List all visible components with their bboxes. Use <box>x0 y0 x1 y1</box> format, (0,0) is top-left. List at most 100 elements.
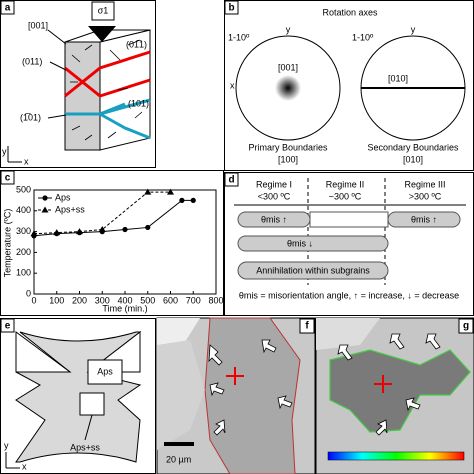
panel-f: 20 µm f <box>156 317 316 474</box>
contour-label: 1-10º <box>352 32 374 42</box>
blue-plane <box>99 112 151 140</box>
panel-label: a <box>5 3 11 14</box>
point <box>144 188 152 195</box>
stress-label: σ1 <box>98 5 109 15</box>
regime-pill <box>387 211 461 228</box>
pointer <box>49 61 67 71</box>
prism-front <box>64 41 101 151</box>
title: Rotation axes <box>322 7 378 17</box>
label-box <box>224 0 239 15</box>
x-tick-label: 300 <box>95 295 110 305</box>
blue-plane <box>99 102 126 116</box>
legend-label: Aps+ss <box>55 204 85 214</box>
color-bar <box>327 451 465 461</box>
regime-text: θmis ↓ <box>287 238 313 248</box>
pointer <box>47 114 67 119</box>
legend-label: Aps <box>55 192 71 202</box>
column-header: Regime II <box>326 179 365 189</box>
axis-label: x <box>24 156 29 166</box>
region-label: Aps+ss <box>70 442 100 452</box>
y-axis-title: Temperature (ºC) <box>2 209 12 278</box>
caption: Primary Boundaries <box>248 142 328 152</box>
plane-label: (01̅1) <box>126 39 147 49</box>
grain <box>157 318 200 350</box>
column-header: Regime III <box>404 179 445 189</box>
plane-label: (011) <box>22 56 42 66</box>
caption: [100] <box>278 154 298 164</box>
panel-b: b Rotation axes 1-10º 1-10º y y x [001] … <box>224 0 474 171</box>
region-box <box>87 359 123 385</box>
x-tick-label: 600 <box>163 295 178 305</box>
boundary-arrows <box>208 339 293 436</box>
y-tick-label: 0 <box>26 288 31 298</box>
label-box <box>0 170 15 185</box>
axis-label: x <box>22 461 27 471</box>
axis-label: y <box>4 440 9 450</box>
point <box>122 226 128 233</box>
x-tick-label: 800 <box>208 295 223 305</box>
x-tick-label: 500 <box>140 295 155 305</box>
panel-label: e <box>5 321 11 332</box>
regime-text: Annihilation within subgrains <box>256 265 370 275</box>
y-tick-label: 400 <box>16 205 31 215</box>
footnote: θmis = misorientation angle, ↑ = increas… <box>239 290 459 300</box>
plane-label: (101) <box>128 98 149 108</box>
x-tick-label: 0 <box>31 295 36 305</box>
y-tick-label: 200 <box>16 247 31 257</box>
label-box <box>458 318 474 334</box>
red-plane <box>64 66 151 98</box>
panel-c: c Time (min.) Temperature (ºC) 0 100 200 30… <box>0 170 224 316</box>
center-label: [001] <box>278 62 298 72</box>
slip-traces <box>70 39 143 141</box>
reference-cross <box>226 367 244 385</box>
column-header: Regime I <box>256 179 292 189</box>
red-plane <box>64 50 151 98</box>
panel-border <box>0 170 224 316</box>
panel-label: f <box>305 321 309 332</box>
label-box <box>0 318 15 333</box>
x-tick-label: 400 <box>117 295 132 305</box>
label-box <box>299 318 315 334</box>
axis-label: y <box>411 24 416 34</box>
regime-text: θmis ↑ <box>261 214 287 224</box>
grain <box>157 340 205 450</box>
point <box>53 229 61 236</box>
sample-shape <box>15 331 142 463</box>
label-box <box>0 0 15 15</box>
point <box>190 197 196 203</box>
x-tick-label: 700 <box>186 295 201 305</box>
legend-marker <box>41 206 49 213</box>
x-axis-title: Time (min.) <box>102 303 147 313</box>
prism-top <box>64 29 151 43</box>
grain <box>316 318 380 350</box>
pointer <box>84 414 93 441</box>
stress-box <box>91 1 115 21</box>
regime-pill <box>237 261 389 280</box>
region-box <box>79 392 105 416</box>
reference-cross <box>374 375 392 393</box>
axis-label: [001] <box>28 20 48 30</box>
panel-a: a σ1 [001] (011) (01̅1) (1̅01) (101) y x <box>0 0 156 168</box>
grain <box>204 317 301 474</box>
y-tick-label: 500 <box>16 184 31 194</box>
density <box>275 75 301 101</box>
column-header: <300 ºC <box>258 191 291 201</box>
column-header: >300 ºC <box>409 191 442 201</box>
x-tick-label: 200 <box>72 295 87 305</box>
axis-label: y <box>286 24 291 34</box>
y-tick-label: 100 <box>16 268 31 278</box>
point <box>76 228 83 235</box>
point <box>167 188 174 195</box>
label-box <box>224 172 239 187</box>
point <box>179 197 185 203</box>
x-tick-label: 100 <box>49 295 64 305</box>
panel-g: g <box>315 317 474 474</box>
boundary-arrows <box>337 333 441 436</box>
point <box>30 230 38 237</box>
regime-pill <box>237 235 389 252</box>
region-label: Aps <box>97 366 113 376</box>
axis-label: y <box>2 146 7 156</box>
panel-label: b <box>228 3 234 14</box>
panel-e: e Aps Aps+ss y x <box>0 318 156 474</box>
